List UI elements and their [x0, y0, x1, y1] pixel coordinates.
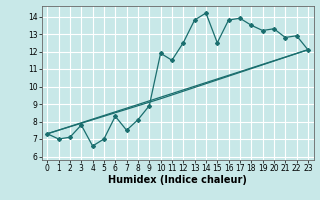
X-axis label: Humidex (Indice chaleur): Humidex (Indice chaleur) — [108, 175, 247, 185]
